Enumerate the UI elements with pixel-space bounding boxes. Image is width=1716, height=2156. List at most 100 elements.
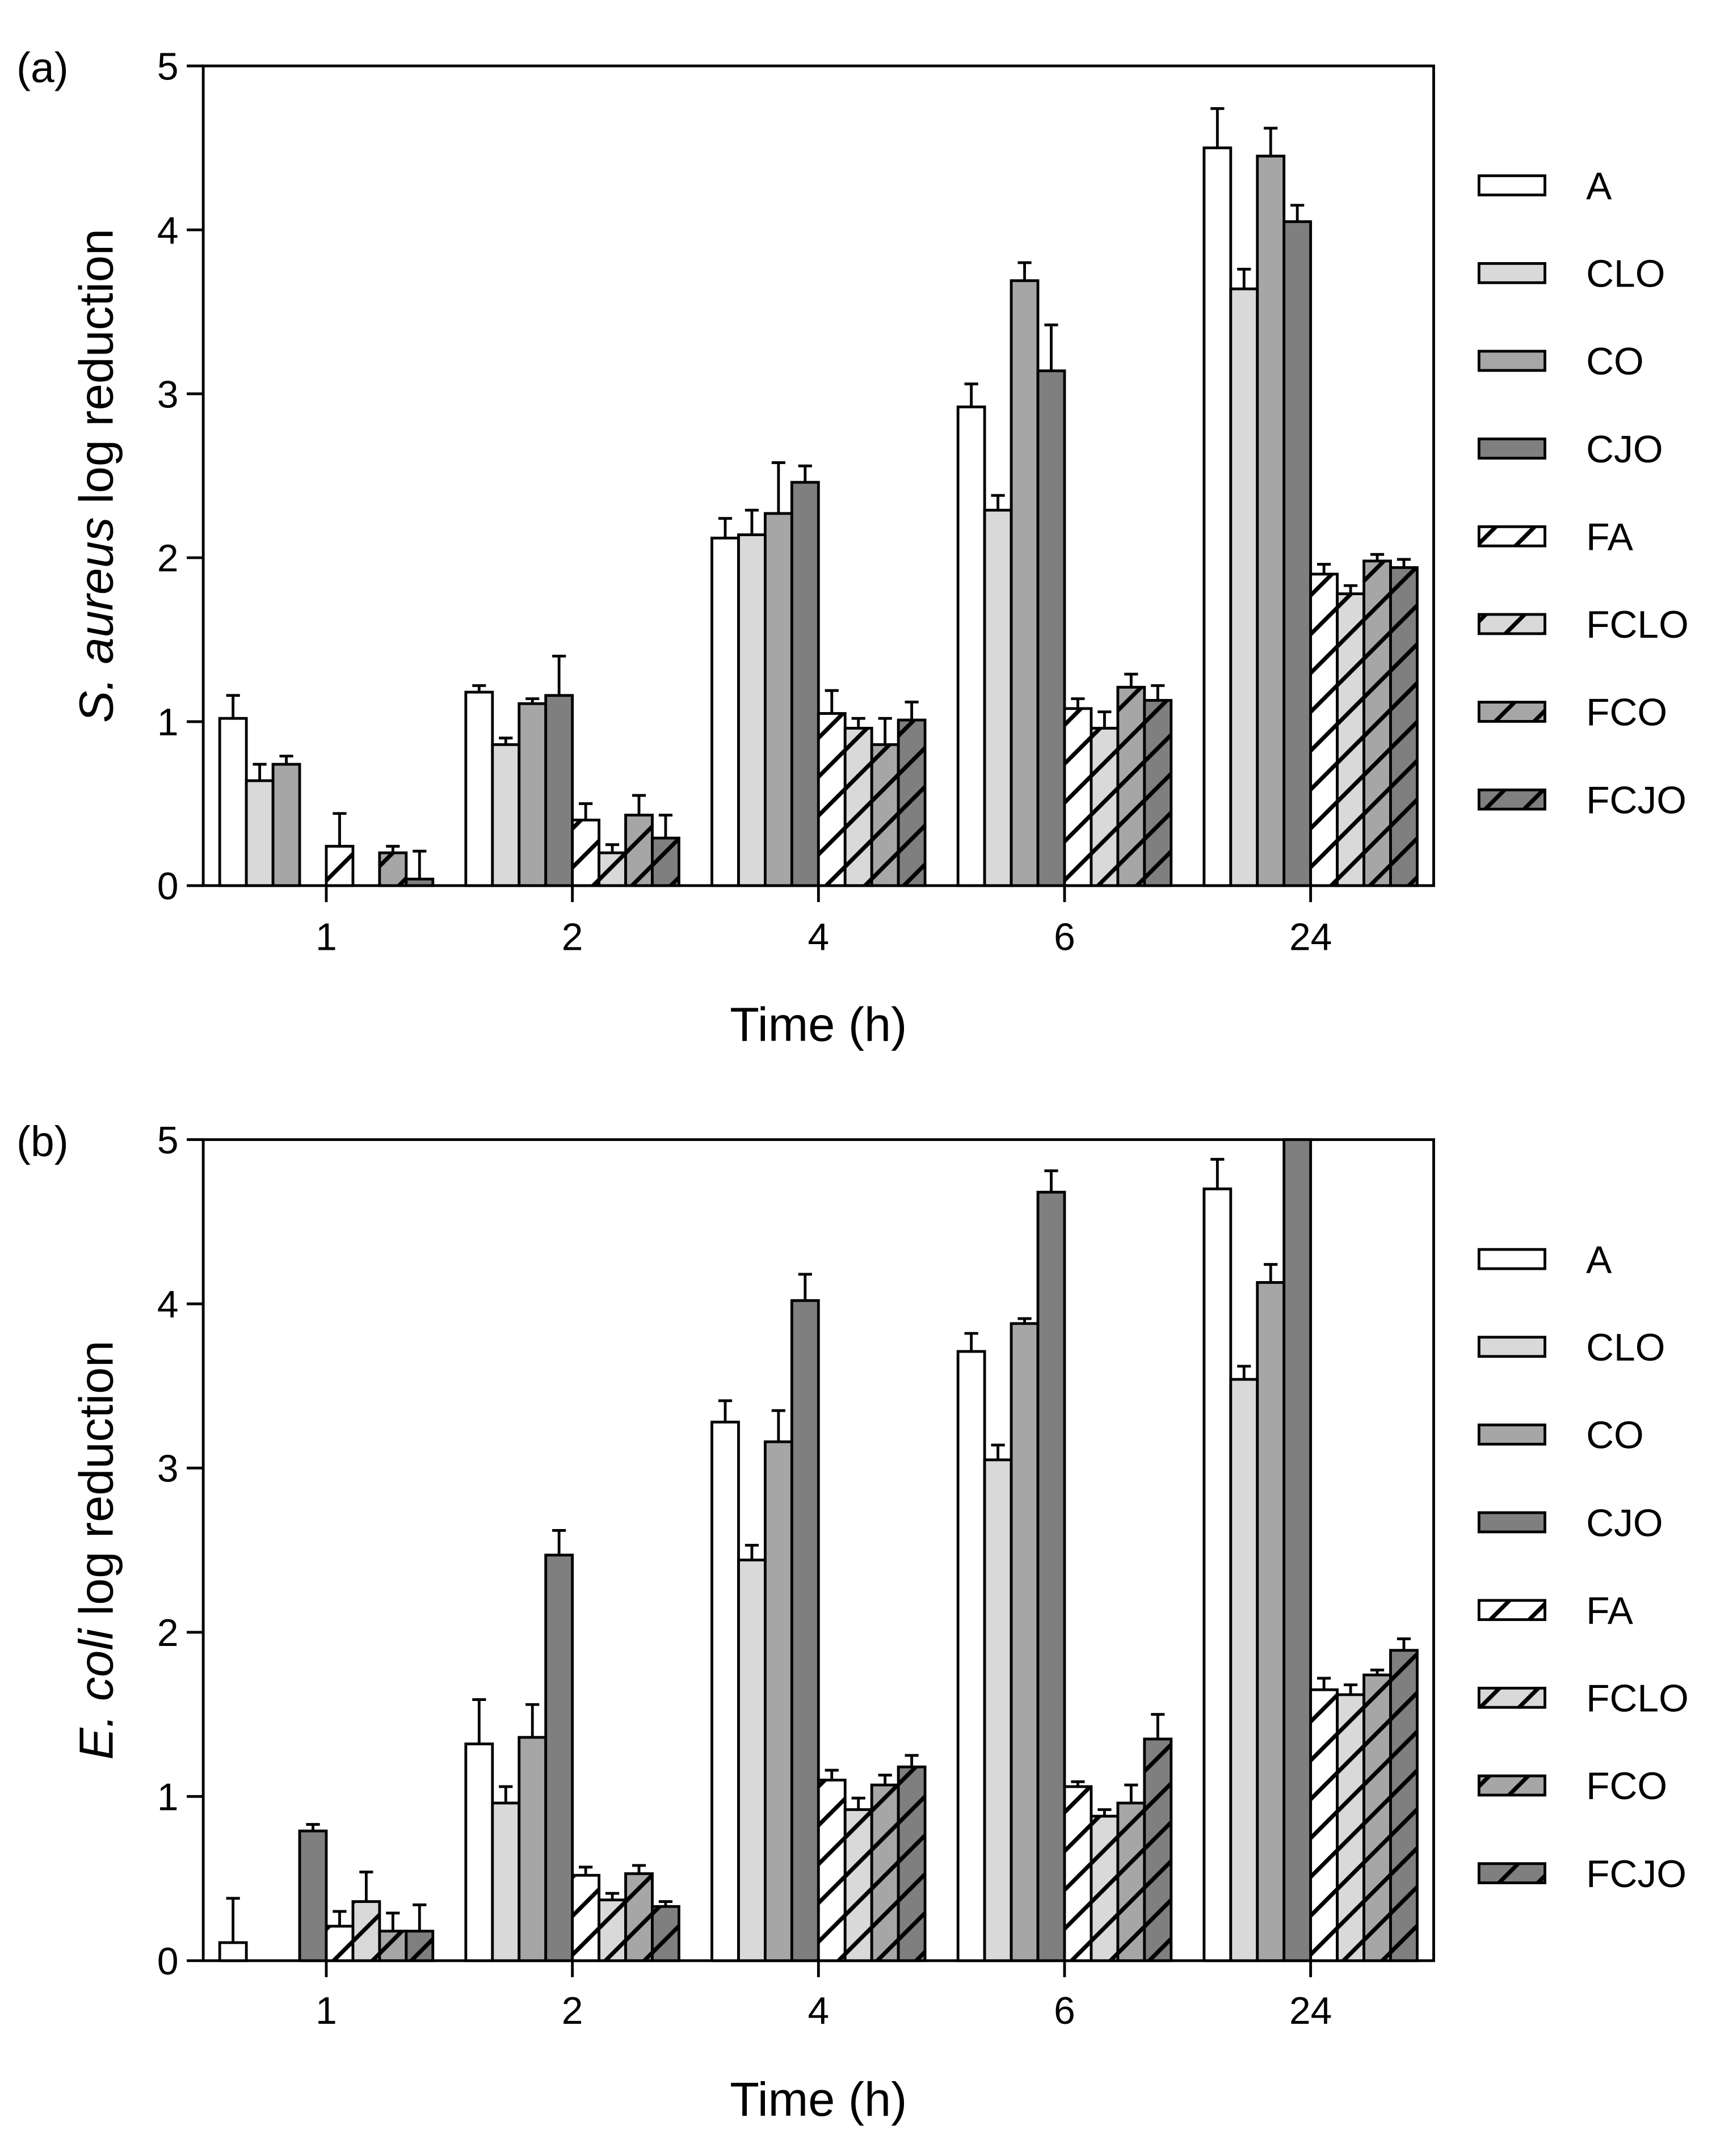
bar-fco-2 (624, 1872, 654, 1963)
y-axis-label-text: log reduction (69, 1341, 123, 1629)
bar-fa-2 (571, 818, 601, 887)
bar-fclo-2 (598, 851, 627, 887)
legend-swatch-cjo (1477, 1511, 1546, 1534)
y-axis-label-organism: E. coli (69, 1628, 123, 1760)
bar-fa-1 (325, 1925, 355, 1963)
y-tick-label: 1 (157, 701, 179, 744)
bar-fcjo-1 (405, 877, 435, 887)
bar-co-4 (764, 1440, 793, 1963)
legend-swatch-fclo (1477, 613, 1546, 635)
bar-co-24 (1256, 154, 1286, 887)
bar-fa-4 (817, 1778, 847, 1963)
y-axis-label-text: log reduction (69, 229, 123, 517)
legend-label-fa: FA (1586, 1590, 1634, 1632)
y-tick-label: 5 (157, 1119, 179, 1162)
legend-label-fclo: FCLO (1586, 1678, 1689, 1720)
bar-fco-6 (1116, 1801, 1146, 1963)
bar-a-1 (218, 717, 248, 887)
y-tick-label: 0 (157, 865, 179, 908)
bar-cjo-24 (1282, 220, 1313, 887)
y-tick-label: 1 (157, 1776, 179, 1819)
bar-fclo-4 (843, 1808, 873, 1963)
bar-fclo-6 (1090, 727, 1120, 887)
legend-label-fcjo: FCJO (1586, 779, 1686, 822)
legend-swatch-co (1477, 1424, 1546, 1446)
y-axis-label: S. aureus log reduction (69, 229, 123, 723)
bar-fco-6 (1116, 685, 1146, 887)
bar-fa-24 (1309, 1688, 1339, 1963)
bar-fco-24 (1362, 559, 1392, 887)
bar-co-4 (764, 512, 793, 887)
bar-fclo-1 (351, 1900, 381, 1963)
legend-label-fco: FCO (1586, 692, 1667, 734)
x-tick-label: 24 (1289, 1990, 1332, 2032)
bar-co-6 (1010, 279, 1040, 887)
y-tick-label: 5 (157, 45, 179, 88)
y-tick-label: 2 (157, 1612, 179, 1654)
bar-a-24 (1202, 1188, 1233, 1963)
bar-clo-2 (491, 1801, 521, 1963)
x-tick-label: 24 (1289, 916, 1332, 959)
panel-label: (a) (16, 44, 69, 91)
x-tick-label: 4 (807, 1990, 829, 2032)
bar-fclo-2 (598, 1898, 627, 1963)
bar-fcjo-1 (405, 1930, 435, 1963)
legend-label-clo: CLO (1586, 1327, 1665, 1369)
bar-a-6 (956, 405, 986, 887)
legend-label-clo: CLO (1586, 253, 1665, 296)
legend-label-fa: FA (1586, 516, 1634, 558)
bar-a-6 (956, 1350, 986, 1963)
legend-swatch-fco (1477, 1774, 1546, 1797)
bar-clo-1 (245, 779, 275, 887)
bar-fco-24 (1362, 1673, 1392, 1963)
bar-fa-6 (1063, 707, 1093, 887)
bar-fco-1 (378, 1930, 408, 1963)
bar-cjo-4 (790, 481, 820, 887)
bar-co-6 (1010, 1322, 1040, 1963)
legend-swatch-fa (1477, 1599, 1546, 1622)
bar-clo-4 (737, 533, 767, 887)
legend-label-a: A (1586, 1239, 1612, 1281)
x-axis-label: Time (h) (730, 2072, 907, 2126)
legend-swatch-fa (1477, 525, 1546, 548)
legend-swatch-fcjo (1477, 788, 1546, 811)
bar-fclo-24 (1336, 592, 1365, 887)
bar-fco-4 (870, 1783, 900, 1963)
bar-fa-24 (1309, 572, 1339, 887)
x-tick-label: 1 (316, 1990, 337, 2032)
bar-fcjo-2 (651, 1905, 680, 1963)
bar-cjo-1 (298, 1829, 328, 1963)
y-tick-label: 4 (157, 209, 179, 252)
bar-co-2 (518, 1736, 548, 1963)
bar-clo-6 (983, 1458, 1013, 1963)
bar-co-24 (1256, 1281, 1286, 1963)
bar-co-2 (518, 702, 548, 887)
x-tick-label: 2 (562, 1990, 583, 2032)
bar-a-4 (710, 1421, 740, 1963)
legend-swatch-fclo (1477, 1686, 1546, 1709)
x-axis-label: Time (h) (730, 997, 907, 1051)
bar-clo-6 (983, 508, 1013, 887)
bar-clo-24 (1229, 287, 1259, 887)
bar-clo-4 (737, 1559, 767, 1963)
bar-clo-24 (1229, 1378, 1259, 1963)
bar-fcjo-4 (897, 718, 927, 887)
bar-clo-2 (491, 743, 521, 887)
bar-cjo-6 (1036, 1190, 1066, 1963)
legend-swatch-co (1477, 349, 1546, 372)
legend-swatch-fco (1477, 701, 1546, 723)
bar-fa-6 (1063, 1785, 1093, 1963)
legend-label-cjo: CJO (1586, 1502, 1663, 1544)
x-tick-label: 4 (807, 916, 829, 959)
bar-cjo-6 (1036, 369, 1066, 887)
bar-fco-2 (624, 814, 654, 887)
bar-a-2 (464, 690, 494, 887)
y-tick-label: 4 (157, 1283, 179, 1326)
bar-fcjo-4 (897, 1765, 927, 1963)
legend-label-co: CO (1586, 1414, 1644, 1457)
legend-swatch-clo (1477, 1336, 1546, 1358)
y-axis-label-organism: S. aureus (69, 517, 123, 723)
bar-fco-4 (870, 743, 900, 887)
